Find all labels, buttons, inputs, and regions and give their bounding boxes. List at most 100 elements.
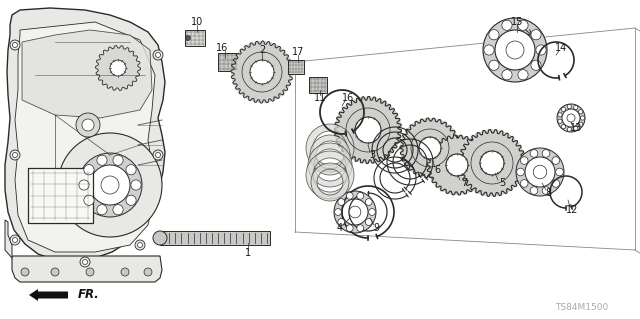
Circle shape (250, 60, 274, 84)
Circle shape (518, 20, 528, 30)
Text: 7: 7 (461, 178, 467, 188)
Circle shape (138, 242, 143, 248)
Circle shape (567, 105, 572, 109)
Circle shape (530, 150, 538, 157)
Circle shape (51, 268, 59, 276)
Circle shape (557, 104, 585, 132)
Circle shape (90, 165, 130, 205)
Circle shape (458, 130, 525, 197)
Circle shape (365, 219, 372, 226)
Circle shape (10, 235, 20, 245)
Circle shape (113, 204, 123, 215)
Text: 4: 4 (337, 223, 343, 233)
Circle shape (135, 240, 145, 250)
Wedge shape (310, 135, 350, 175)
Circle shape (79, 180, 89, 190)
Circle shape (516, 168, 524, 176)
Circle shape (552, 180, 559, 187)
Text: 1: 1 (245, 248, 251, 258)
Circle shape (552, 157, 559, 164)
Circle shape (153, 50, 163, 60)
Circle shape (357, 192, 364, 199)
Text: 3: 3 (369, 150, 375, 160)
Wedge shape (306, 151, 354, 199)
Circle shape (561, 107, 566, 111)
Circle shape (567, 114, 575, 122)
Circle shape (579, 122, 583, 126)
Text: 2: 2 (259, 45, 265, 55)
Circle shape (126, 195, 136, 205)
Circle shape (558, 113, 562, 117)
Text: 16: 16 (342, 93, 354, 103)
Wedge shape (311, 163, 349, 201)
Circle shape (489, 60, 499, 70)
Circle shape (338, 199, 345, 205)
Circle shape (80, 257, 90, 267)
Circle shape (13, 238, 17, 242)
Bar (185, 30, 205, 46)
Circle shape (506, 41, 524, 59)
Circle shape (131, 180, 141, 190)
Circle shape (365, 199, 372, 205)
Circle shape (446, 154, 468, 176)
Text: 16: 16 (216, 43, 228, 53)
Bar (218, 53, 238, 71)
Circle shape (83, 259, 88, 264)
Circle shape (58, 133, 162, 237)
Circle shape (101, 176, 119, 194)
Circle shape (335, 209, 341, 215)
Circle shape (369, 209, 376, 215)
Circle shape (556, 168, 563, 176)
Circle shape (520, 180, 528, 187)
Circle shape (542, 187, 550, 194)
Circle shape (520, 157, 528, 164)
Circle shape (427, 135, 487, 195)
Circle shape (562, 109, 580, 127)
Circle shape (400, 118, 460, 178)
Wedge shape (308, 143, 352, 187)
Circle shape (121, 268, 129, 276)
Circle shape (13, 42, 17, 48)
Circle shape (580, 116, 584, 120)
Polygon shape (12, 256, 162, 282)
Circle shape (13, 152, 17, 158)
Circle shape (346, 225, 353, 232)
Circle shape (516, 148, 564, 196)
Circle shape (536, 45, 546, 55)
Polygon shape (160, 231, 270, 245)
Circle shape (480, 151, 504, 175)
Circle shape (349, 206, 361, 218)
Wedge shape (306, 124, 354, 172)
Polygon shape (231, 41, 293, 103)
Circle shape (579, 110, 583, 114)
Circle shape (113, 155, 123, 165)
Circle shape (567, 127, 572, 131)
Circle shape (502, 20, 512, 30)
Circle shape (573, 126, 578, 130)
Circle shape (573, 105, 578, 110)
Text: 17: 17 (292, 47, 304, 57)
Circle shape (156, 152, 161, 158)
Text: 11: 11 (314, 93, 326, 103)
Circle shape (338, 219, 345, 226)
Text: 9: 9 (373, 223, 379, 233)
Circle shape (110, 60, 126, 76)
Polygon shape (427, 135, 487, 195)
Text: 15: 15 (511, 17, 523, 27)
Polygon shape (400, 118, 460, 178)
Polygon shape (95, 46, 141, 91)
Text: 12: 12 (566, 205, 578, 215)
Circle shape (342, 199, 368, 225)
Circle shape (495, 30, 535, 70)
Circle shape (10, 40, 20, 50)
Circle shape (533, 165, 547, 179)
Text: 6: 6 (434, 165, 440, 175)
Circle shape (76, 113, 100, 137)
Circle shape (84, 195, 94, 205)
Circle shape (10, 150, 20, 160)
Circle shape (518, 70, 528, 80)
Circle shape (144, 268, 152, 276)
Circle shape (21, 268, 29, 276)
Text: 13: 13 (570, 123, 582, 133)
Circle shape (531, 30, 541, 40)
